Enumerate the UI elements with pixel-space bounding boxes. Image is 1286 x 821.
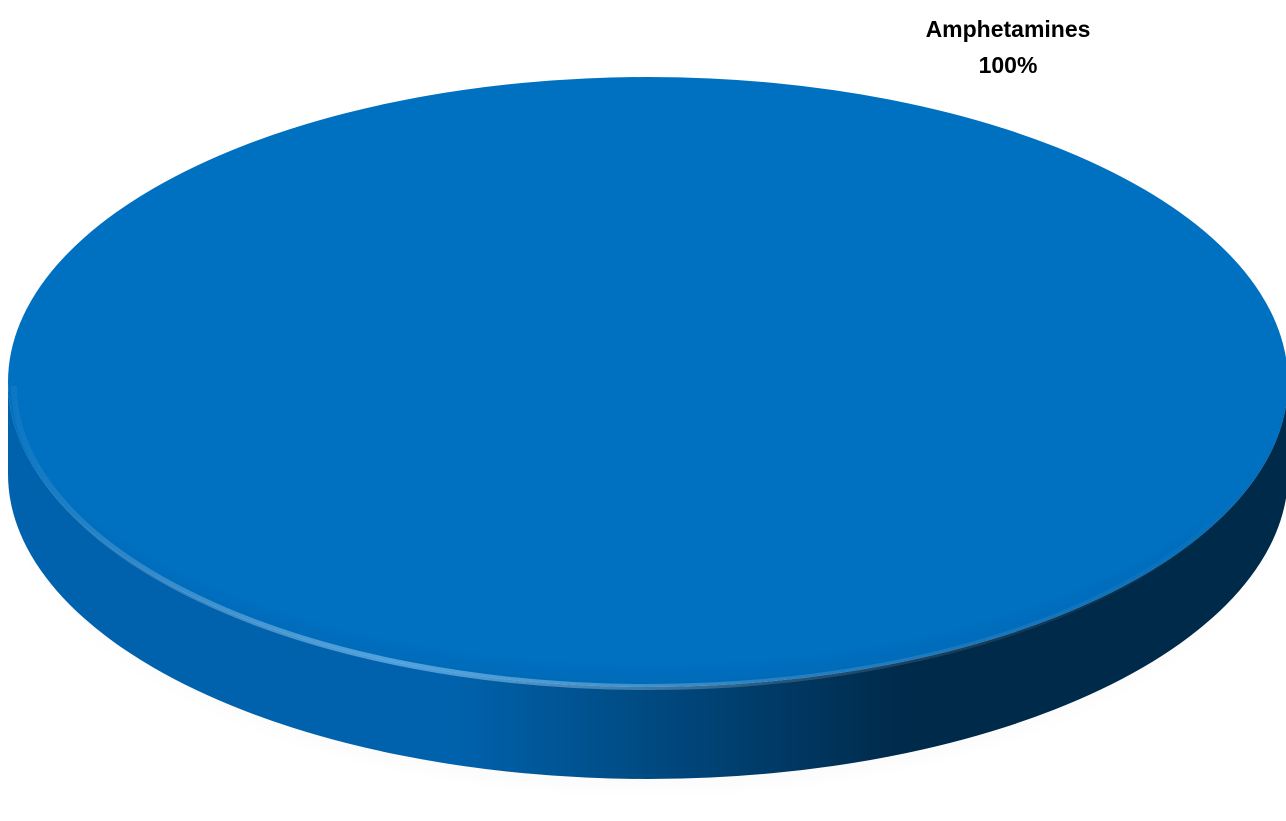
data-label-percent: 100% <box>979 52 1038 78</box>
data-label-category: Amphetamines <box>926 16 1091 42</box>
pie-slice-amphetamines <box>8 77 1286 687</box>
pie-slice-amphetamines-side <box>8 382 1286 779</box>
pie-slice-amphetamines-rim-highlight <box>11 385 1285 690</box>
